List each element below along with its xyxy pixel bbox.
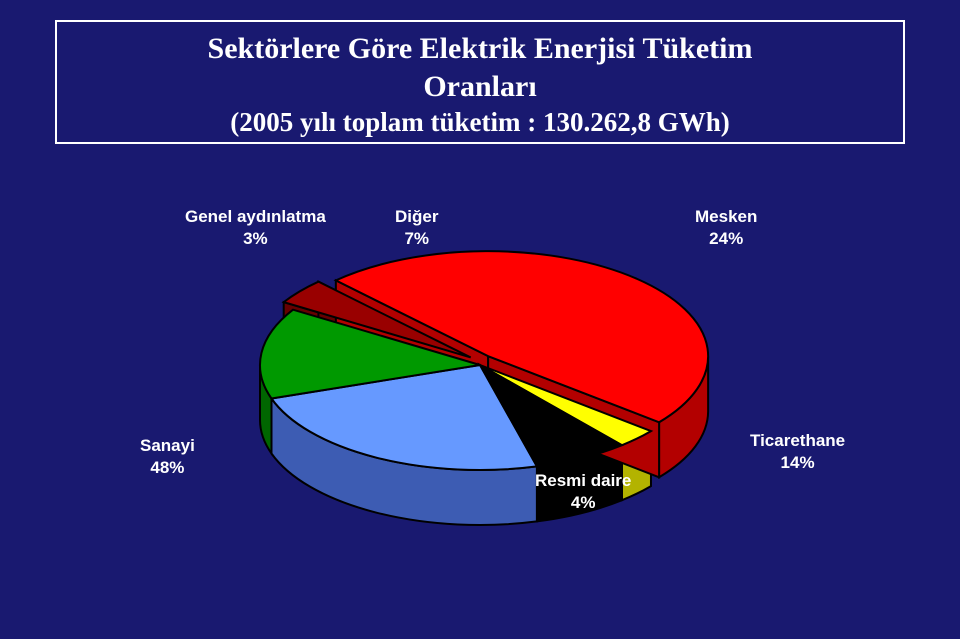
- pie-svg: [0, 190, 960, 610]
- pie-label-resmi-daire: Resmi daire 4%: [535, 470, 631, 514]
- pie-label-ticarethane: Ticarethane 14%: [750, 430, 845, 474]
- title-line-1: Sektörlere Göre Elektrik Enerjisi Tüketi…: [208, 32, 753, 65]
- pie-label-mesken: Mesken 24%: [695, 206, 757, 250]
- pie-label-sanayi: Sanayi 48%: [140, 435, 195, 479]
- title-subtitle: (2005 yılı toplam tüketim : 130.262,8 GW…: [67, 107, 893, 138]
- title-box: Sektörlere Göre Elektrik Enerjisi Tüketi…: [55, 20, 905, 144]
- slide: Sektörlere Göre Elektrik Enerjisi Tüketi…: [0, 0, 960, 639]
- title-main: Sektörlere Göre Elektrik Enerjisi Tüketi…: [67, 30, 893, 105]
- pie-chart: Mesken 24% Ticarethane 14% Resmi daire 4% S…: [0, 190, 960, 610]
- pie-label-genel-aydınlatma: Genel aydınlatma 3%: [185, 206, 326, 250]
- pie-label-diğer: Diğer 7%: [395, 206, 438, 250]
- title-line-2: Oranları: [423, 70, 536, 103]
